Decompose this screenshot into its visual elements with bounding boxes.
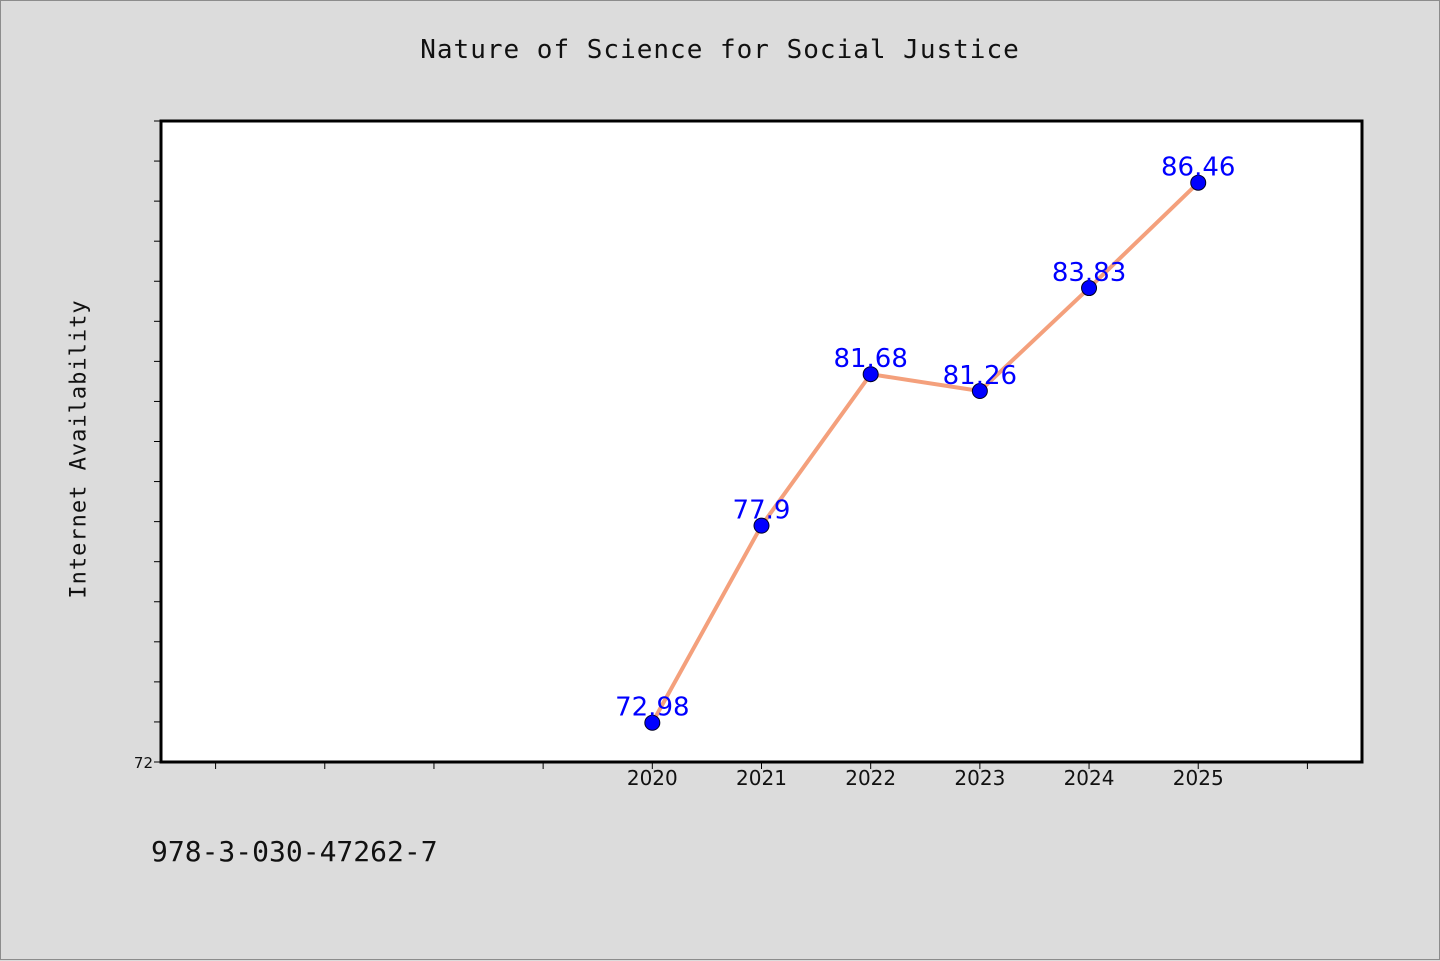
data-label: 77.9 — [733, 496, 791, 526]
x-tick-label: 2023 — [954, 766, 1005, 790]
chart-title: Nature of Science for Social Justice — [420, 35, 1020, 65]
x-tick-label: 2024 — [1064, 766, 1115, 790]
data-point — [862, 366, 879, 383]
data-label: 81.26 — [943, 361, 1017, 391]
data-point — [1190, 174, 1207, 191]
x-tick-label: 2021 — [736, 766, 787, 790]
data-label: 86.46 — [1161, 153, 1235, 183]
data-label: 72.98 — [615, 693, 689, 723]
data-label: 83.83 — [1052, 258, 1126, 288]
x-tick-label: 2025 — [1173, 766, 1224, 790]
plot-frame — [159, 119, 1364, 764]
footer-text: 978-3-030-47262-7 — [151, 835, 438, 868]
data-point — [644, 714, 661, 731]
data-point — [1081, 280, 1098, 297]
y-tick-label: 72 — [134, 754, 153, 772]
data-point — [971, 383, 988, 400]
data-point — [753, 517, 770, 534]
series-line — [650, 181, 1200, 724]
data-label: 81.68 — [833, 344, 907, 374]
plot-background — [161, 121, 1362, 762]
x-tick-label: 2020 — [627, 766, 678, 790]
series-layer: 72.98 77.9 81.68 81.26 83.83 86.46 — [615, 153, 1235, 731]
x-tick-label: 2022 — [845, 766, 896, 790]
